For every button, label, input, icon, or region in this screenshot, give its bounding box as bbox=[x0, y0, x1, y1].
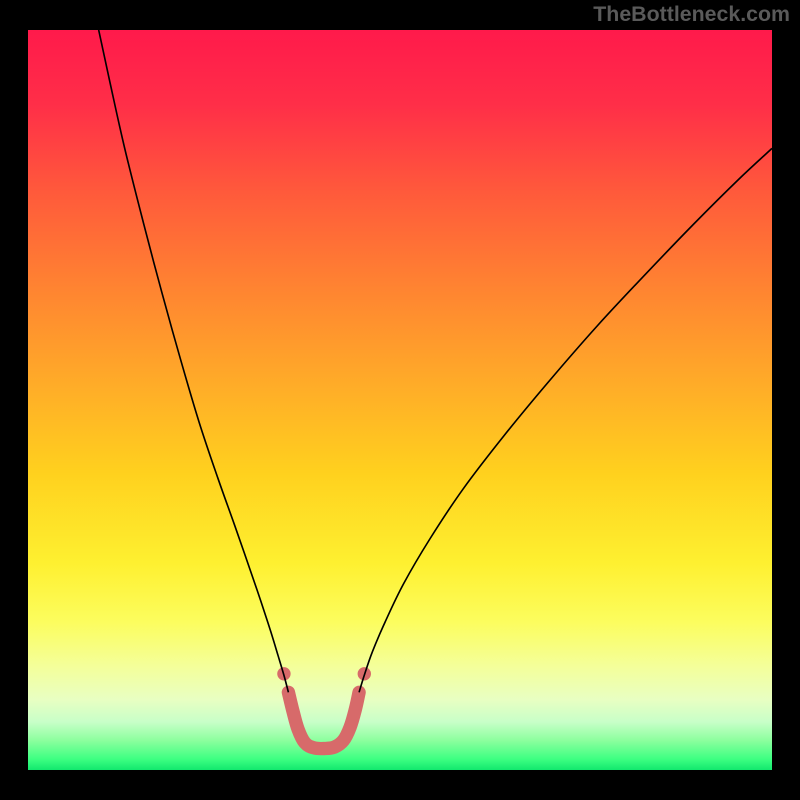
chart-frame: TheBottleneck.com bbox=[0, 0, 800, 800]
curve-left bbox=[99, 30, 289, 692]
curve-right bbox=[359, 148, 772, 692]
curve-layer bbox=[28, 30, 772, 770]
watermark-text: TheBottleneck.com bbox=[593, 2, 790, 27]
trough-marker bbox=[288, 692, 359, 748]
plot-area bbox=[28, 30, 772, 770]
